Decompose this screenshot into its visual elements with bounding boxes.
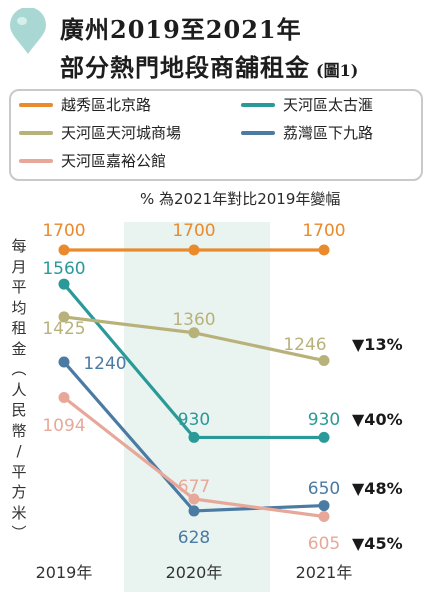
data-label: 650 xyxy=(308,479,340,499)
y-axis-label-char: 每 xyxy=(11,237,27,255)
highlight-band-2020 xyxy=(124,222,270,592)
data-point xyxy=(318,431,330,443)
legend-swatch xyxy=(19,130,53,135)
series-1: 1700 1700 1700 xyxy=(42,221,346,256)
legend-label: 越秀區北京路 xyxy=(61,96,152,114)
legend-swatch xyxy=(241,130,275,135)
y-axis-label-char: / xyxy=(16,442,22,460)
y-axis-label-char: 租 xyxy=(11,319,27,337)
data-label: 930 xyxy=(178,410,210,430)
y-axis-label-char: ︶ xyxy=(11,524,27,542)
data-point xyxy=(58,392,70,404)
change-note: % 為2021年對比2019年變幅 xyxy=(140,190,341,208)
data-label: 1240 xyxy=(83,354,126,374)
legend-item-jiayu-mansion: 天河區嘉裕公館 xyxy=(19,150,166,171)
y-axis-label-char: ︵ xyxy=(11,360,27,378)
data-label: 1246 xyxy=(283,335,326,355)
data-label: 1094 xyxy=(42,416,85,436)
legend-label: 天河區太古滙 xyxy=(283,96,374,114)
y-axis-label-char: 人 xyxy=(11,380,27,399)
change-label: ▼45% xyxy=(352,534,403,553)
legend-label: 荔灣區下九路 xyxy=(283,124,374,142)
data-label: 1360 xyxy=(172,310,215,330)
data-point xyxy=(58,244,70,256)
change-label: ▼48% xyxy=(352,479,403,498)
legend-item-beijing-road: 越秀區北京路 xyxy=(19,94,151,115)
data-label: 1700 xyxy=(42,221,85,241)
x-tick-label: 2021年 xyxy=(296,563,353,582)
change-label: ▼40% xyxy=(352,410,403,429)
data-point xyxy=(58,311,70,323)
legend-item-tianhe-city: 天河區天河城商場 xyxy=(19,122,181,143)
data-point xyxy=(58,278,70,290)
y-axis-label-char: 米 xyxy=(11,503,27,522)
data-point xyxy=(188,431,200,443)
legend-item-taikoo-hui: 天河區太古滙 xyxy=(241,94,373,115)
legend-swatch xyxy=(19,102,53,107)
chart-subtitle-text: 部分熱門地段商舖租金 xyxy=(60,53,310,82)
chart-title: 廣州2019至2021年 xyxy=(60,15,302,44)
data-point xyxy=(318,511,330,523)
y-axis-label-char: 幣 xyxy=(11,421,27,440)
x-tick-label: 2020年 xyxy=(166,563,223,582)
map-pin-icon xyxy=(10,8,46,54)
data-label: 1700 xyxy=(302,221,345,241)
data-label: 930 xyxy=(308,410,340,430)
legend-swatch xyxy=(19,158,53,163)
legend-item-xiajiu-road: 荔灣區下九路 xyxy=(241,122,373,143)
data-point xyxy=(318,244,330,256)
data-point xyxy=(58,356,70,368)
data-label: 1700 xyxy=(172,221,215,241)
series-2: 1560 930 930 ▼40% xyxy=(42,259,403,443)
data-point xyxy=(318,500,330,512)
legend-label: 天河區嘉裕公館 xyxy=(61,152,167,170)
y-axis-label: 每月平均租金 ︵ 人民幣 / 平方米 ︶ xyxy=(8,236,30,544)
data-point xyxy=(188,493,200,505)
legend-label: 天河區天河城商場 xyxy=(61,124,182,142)
data-point xyxy=(188,327,200,339)
change-label: ▼13% xyxy=(352,335,403,354)
y-axis-label-char: 平 xyxy=(11,462,27,481)
y-axis-label-char: 均 xyxy=(11,298,27,317)
y-axis-label-char: 金 xyxy=(11,339,27,358)
legend-swatch xyxy=(241,102,275,107)
data-point xyxy=(188,244,200,256)
data-point xyxy=(318,355,330,367)
data-label: 1425 xyxy=(42,319,85,339)
series-4: 1240 628 650 ▼48% xyxy=(58,354,403,548)
data-label: 1560 xyxy=(42,259,85,279)
y-axis-label-char: 平 xyxy=(11,278,27,296)
y-axis-label-char: 方 xyxy=(11,483,27,501)
figure-label: (圖1) xyxy=(316,61,359,80)
data-point xyxy=(188,505,200,517)
chart-subtitle: 部分熱門地段商舖租金 (圖1) xyxy=(60,48,358,83)
x-tick-label: 2019年 xyxy=(36,563,93,582)
data-label: 677 xyxy=(178,477,210,497)
series-5: 1094 677 605 ▼45% xyxy=(42,392,403,554)
data-label: 605 xyxy=(308,534,340,554)
legend: 越秀區北京路 天河區太古滙 天河區天河城商場 荔灣區下九路 天河區嘉裕公館 xyxy=(9,89,423,181)
y-axis-label-char: 民 xyxy=(11,401,27,419)
series-3: 1425 1360 1246 ▼13% xyxy=(42,310,403,367)
y-axis-label-char: 月 xyxy=(11,257,27,276)
data-label: 628 xyxy=(178,528,210,548)
